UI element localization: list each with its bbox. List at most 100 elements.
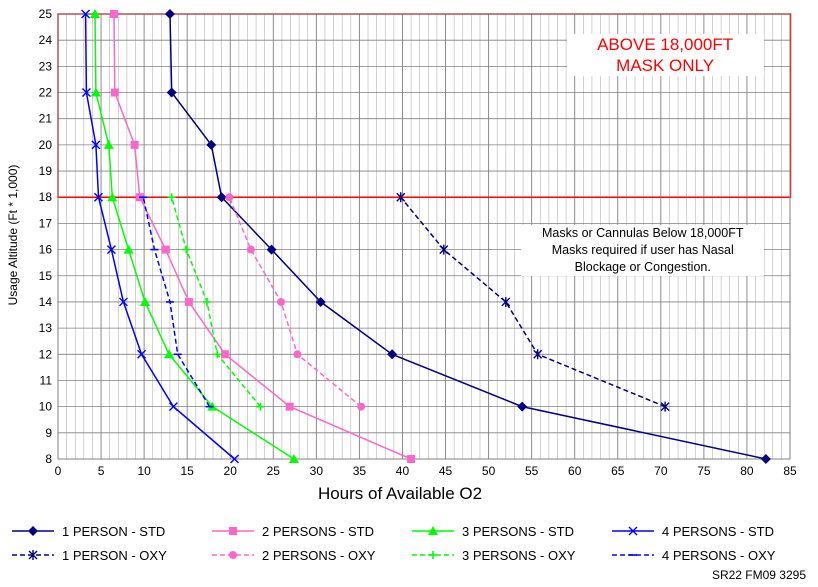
data-point-triangle [123,244,134,254]
x-tick-label: 75 [697,464,711,478]
x-tick-label: 15 [180,464,194,478]
x-tick-label: 60 [568,464,582,478]
legend-label: 4 PERSONS - STD [662,523,774,539]
data-point-x [628,526,638,536]
series-line [113,13,412,460]
series-line [94,13,295,460]
data-point-triangle [288,454,299,463]
data-point-square [130,140,139,149]
data-point-square [184,297,193,306]
y-tick-label: 20 [39,138,53,152]
data-point-diamond [387,349,398,360]
x-tick-label: 70 [654,464,668,478]
data-point-x [118,297,128,307]
data-point-star [439,244,449,255]
data-point-square [221,350,230,359]
y-tick-label: 18 [39,190,53,204]
x-tick-label: 80 [740,464,754,478]
data-point-star [660,401,670,412]
x-tick-label: 30 [310,464,324,478]
data-point-square [229,527,237,535]
data-point-triangle [139,296,150,306]
data-point-triangle [103,139,114,149]
data-point-diamond [216,192,227,203]
legend-label: 2 PERSONS - STD [262,523,374,539]
legend-label: 1 PERSON - OXY [62,547,167,563]
plot-frame [57,13,791,460]
legend-swatch [412,551,454,559]
legend-swatch [212,551,254,559]
legend-item: 4 PERSONS - STD [610,521,774,541]
series-2 [90,9,299,463]
y-tick-label: 13 [39,321,53,335]
series-5 [225,193,366,411]
data-point-diamond [266,244,277,255]
below-note-line-3: Blockage or Congestion. [574,259,711,274]
data-point-diamond [206,139,217,150]
legend-item: 1 PERSON - STD [10,521,165,541]
data-point-circle [357,402,366,411]
data-point-diamond [164,9,175,19]
series-4 [396,192,670,412]
y-tick-label: 16 [39,243,53,257]
data-point-diamond [166,87,177,98]
data-point-diamond [517,401,528,412]
data-point-diamond [760,454,771,464]
data-point-x [93,192,103,202]
y-tick-label: 12 [39,347,53,361]
data-point-x [137,349,147,359]
data-point-x [81,9,91,19]
series-1 [109,10,416,463]
x-tick-label: 20 [224,464,238,478]
legend-label: 3 PERSONS - OXY [462,547,576,563]
series-3 [81,9,240,464]
y-tick-label: 8 [45,452,52,466]
legend-label: 2 PERSONS - OXY [262,547,376,563]
legend-item: 3 PERSONS - OXY [410,545,575,565]
y-tick-label: 22 [39,86,53,100]
x-tick-label: 85 [783,464,797,478]
data-point-square [285,402,294,411]
data-point-star [28,550,38,560]
below-note-line-1: Masks or Cannulas Below 18,000FT [541,225,744,240]
legend-swatch [12,526,54,536]
x-tick-label: 50 [482,464,496,478]
above-18000ft-annotation: ABOVE 18,000FT MASK ONLY [566,33,764,76]
data-point-square [161,245,170,254]
data-point-star [501,296,511,307]
y-axis-label: Usage Altitude (Ft * 1,000) [6,164,20,306]
legend-swatch [412,526,454,535]
y-tick-label: 19 [39,164,53,178]
data-point-x [106,245,116,255]
legend: 1 PERSON - STD 2 PERSONS - STD 3 PERSONS -… [10,521,810,565]
x-tick-label: 35 [353,464,367,478]
y-tick-label: 10 [39,400,53,414]
series-line [400,196,666,408]
data-point-diamond [28,526,38,536]
data-point-triangle [90,9,101,18]
data-point-x [81,88,91,98]
series-layer [81,9,771,464]
data-point-star [533,349,543,360]
legend-label: 4 PERSONS - OXY [662,547,776,563]
y-tick-label: 25 [39,7,53,21]
legend-item: 2 PERSONS - OXY [210,545,375,565]
legend-swatch [612,554,654,556]
data-point-plus [429,551,437,559]
x-tick-label: 55 [525,464,539,478]
data-point-plus [182,245,191,254]
data-point-triangle [90,87,101,97]
series-7 [139,196,214,408]
legend-swatch [12,550,54,560]
above-18000ft-line-2: MASK ONLY [616,55,715,75]
data-point-circle [277,297,286,306]
x-tick-label: 10 [137,464,151,478]
y-tick-label: 11 [40,373,53,387]
data-point-plus [256,402,265,411]
x-axis-label: Hours of Available O2 [317,484,483,503]
y-tick-label: 14 [39,295,53,309]
data-point-triangle [107,192,118,202]
data-point-plus [202,297,211,306]
data-point-triangle [164,349,175,359]
